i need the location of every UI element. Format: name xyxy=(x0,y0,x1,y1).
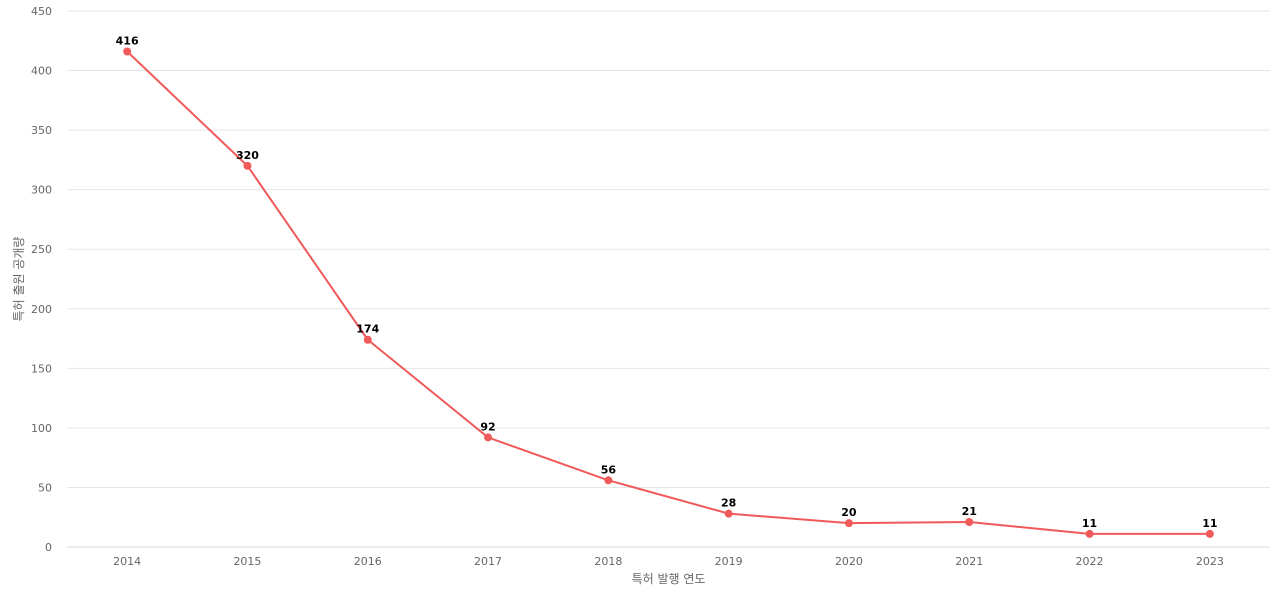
y-tick-label: 450 xyxy=(31,5,52,18)
data-point xyxy=(484,433,493,442)
data-label: 92 xyxy=(480,420,495,433)
data-label: 56 xyxy=(601,463,617,476)
series-line xyxy=(126,50,1210,535)
data-point xyxy=(363,335,372,344)
y-tick-label: 350 xyxy=(31,124,52,137)
data-label: 28 xyxy=(721,497,736,510)
x-tick-label: 2015 xyxy=(233,555,261,568)
x-tick-label: 2020 xyxy=(835,555,863,568)
x-tick-label: 2014 xyxy=(113,555,141,568)
data-labels: 416 320 174 92 56 28 20 21 11 11 xyxy=(116,34,1218,529)
data-point xyxy=(243,161,252,170)
y-tick-label: 100 xyxy=(31,422,52,435)
x-axis-title: 특허 발행 연도 xyxy=(632,571,706,586)
y-tick-label: 400 xyxy=(31,65,52,78)
data-label: 20 xyxy=(841,506,857,519)
data-label: 21 xyxy=(962,505,977,518)
x-tick-label: 2022 xyxy=(1076,555,1104,568)
y-axis-title: 특허 출원 공개량 xyxy=(12,237,26,322)
x-tick-label: 2019 xyxy=(715,555,743,568)
x-axis-ticks: 2014 2015 2016 2017 2018 2019 2020 2021 2022 2023 xyxy=(113,555,1224,568)
data-label: 11 xyxy=(1202,517,1217,530)
data-label: 416 xyxy=(116,34,139,47)
y-tick-label: 0 xyxy=(45,541,52,554)
data-point xyxy=(604,476,613,485)
data-label: 320 xyxy=(236,149,259,162)
data-label: 174 xyxy=(356,323,379,336)
data-point xyxy=(724,509,733,518)
x-tick-label: 2021 xyxy=(955,555,983,568)
data-point xyxy=(844,519,853,528)
x-tick-label: 2018 xyxy=(594,555,622,568)
grid-lines xyxy=(67,10,1270,548)
y-tick-label: 150 xyxy=(31,362,52,375)
y-tick-label: 300 xyxy=(31,184,52,197)
data-point xyxy=(123,47,132,56)
y-tick-label: 250 xyxy=(31,243,52,256)
x-tick-label: 2017 xyxy=(474,555,502,568)
data-point xyxy=(1085,529,1094,538)
data-label: 11 xyxy=(1082,517,1097,530)
y-tick-label: 50 xyxy=(38,481,52,494)
y-axis-ticks: 0 50 100 150 200 250 300 350 400 450 xyxy=(31,5,52,554)
y-tick-label: 200 xyxy=(31,303,52,316)
x-tick-label: 2016 xyxy=(354,555,382,568)
data-point xyxy=(1205,529,1214,538)
series-layer xyxy=(123,47,1214,538)
data-point xyxy=(965,517,974,526)
x-tick-label: 2023 xyxy=(1196,555,1224,568)
